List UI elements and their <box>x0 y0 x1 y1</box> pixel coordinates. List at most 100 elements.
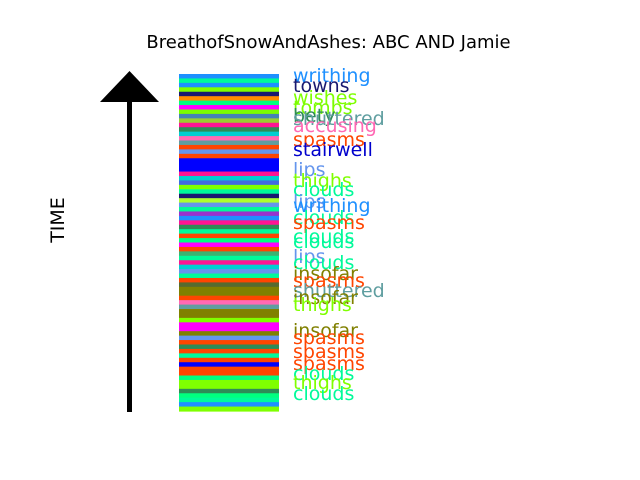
word-label: shuttered <box>293 108 385 130</box>
word-label: clouds <box>293 231 355 253</box>
color-stripe <box>179 109 279 115</box>
word-label: shuttered <box>293 280 385 302</box>
color-stripe <box>179 317 279 323</box>
color-stripe-column <box>179 74 279 412</box>
word-label: clouds <box>293 226 355 248</box>
word-label: thighs <box>293 170 352 192</box>
color-stripe <box>179 144 279 150</box>
color-stripe <box>179 335 279 341</box>
color-stripe <box>179 78 279 84</box>
word-label: accusing <box>293 115 377 137</box>
color-stripe <box>179 229 279 235</box>
color-stripe <box>179 140 279 146</box>
color-stripe <box>179 251 279 257</box>
color-stripe <box>179 91 279 97</box>
color-stripe <box>179 175 279 182</box>
color-stripe <box>179 207 279 213</box>
color-stripe <box>179 211 279 217</box>
color-stripe <box>179 393 279 399</box>
color-stripe <box>179 215 279 221</box>
word-label: insofar <box>293 263 358 285</box>
color-stripe <box>179 189 279 195</box>
word-label: clouds <box>293 252 355 274</box>
color-stripe <box>179 300 279 306</box>
word-label: spasms <box>293 327 365 349</box>
word-label: writhing <box>293 65 371 87</box>
color-stripe <box>179 113 279 119</box>
color-stripe <box>179 269 279 275</box>
color-stripe <box>179 273 279 279</box>
color-stripe <box>179 122 279 128</box>
color-stripe <box>179 82 279 88</box>
color-stripe <box>179 162 279 168</box>
word-label: lips <box>293 159 326 181</box>
color-stripe <box>179 295 279 301</box>
color-stripe <box>179 406 279 412</box>
word-label: spasms <box>293 353 365 375</box>
color-stripe <box>179 313 279 319</box>
color-stripe <box>179 384 279 390</box>
word-label: clouds <box>293 363 355 385</box>
color-stripe <box>179 74 279 80</box>
word-label: insofar <box>293 320 358 342</box>
color-stripe <box>179 388 279 394</box>
word-label: bety <box>293 105 336 127</box>
color-stripe <box>179 233 279 239</box>
color-stripe <box>179 220 279 226</box>
color-stripe <box>179 171 279 177</box>
color-stripe <box>179 131 279 137</box>
word-label: wishes <box>293 87 358 109</box>
word-label: spasms <box>293 129 365 151</box>
time-arrow-head <box>100 71 159 102</box>
color-stripe <box>179 180 279 186</box>
word-label: clouds <box>293 179 355 201</box>
color-stripe <box>179 242 279 248</box>
color-stripe <box>179 353 279 359</box>
color-stripe <box>179 397 279 403</box>
color-stripe <box>179 402 279 408</box>
word-label: thighs <box>293 294 352 316</box>
color-stripe <box>179 379 279 385</box>
word-label: clouds <box>293 207 355 229</box>
word-label: tombs <box>293 97 353 119</box>
color-stripe <box>179 153 279 159</box>
color-stripe <box>179 264 279 270</box>
word-label: spasms <box>293 212 365 234</box>
color-stripe <box>179 136 279 142</box>
color-stripe <box>179 246 279 252</box>
color-stripe <box>179 282 279 288</box>
color-stripe <box>179 167 279 173</box>
color-stripe <box>179 291 279 297</box>
color-stripe <box>179 331 279 337</box>
word-label: spasms <box>293 270 365 292</box>
color-stripe <box>179 348 279 354</box>
color-stripe <box>179 362 279 368</box>
color-stripe <box>179 96 279 102</box>
color-stripe <box>179 238 279 244</box>
word-label: writhing <box>293 195 371 217</box>
word-label: lips <box>293 191 326 213</box>
color-stripe <box>179 105 279 111</box>
color-stripe <box>179 193 279 199</box>
word-label: thighs <box>293 372 352 394</box>
color-stripe <box>179 198 279 204</box>
color-stripe <box>179 118 279 124</box>
color-stripe <box>179 326 279 332</box>
word-label: insofar <box>293 287 358 309</box>
color-stripe <box>179 255 279 261</box>
color-stripe <box>179 87 279 93</box>
color-stripe <box>179 322 279 328</box>
color-stripe <box>179 202 279 208</box>
color-stripe <box>179 309 279 315</box>
color-stripe <box>179 357 279 363</box>
color-stripe <box>179 366 279 372</box>
color-stripe <box>179 158 279 164</box>
color-stripe <box>179 344 279 350</box>
color-stripe <box>179 375 279 381</box>
chart-title: BreathofSnowAndAshes: ABC AND Jamie <box>146 32 511 53</box>
color-stripe <box>179 224 279 230</box>
word-label: spasms <box>293 341 365 363</box>
word-label: lips <box>293 246 326 268</box>
color-stripe <box>179 184 279 190</box>
